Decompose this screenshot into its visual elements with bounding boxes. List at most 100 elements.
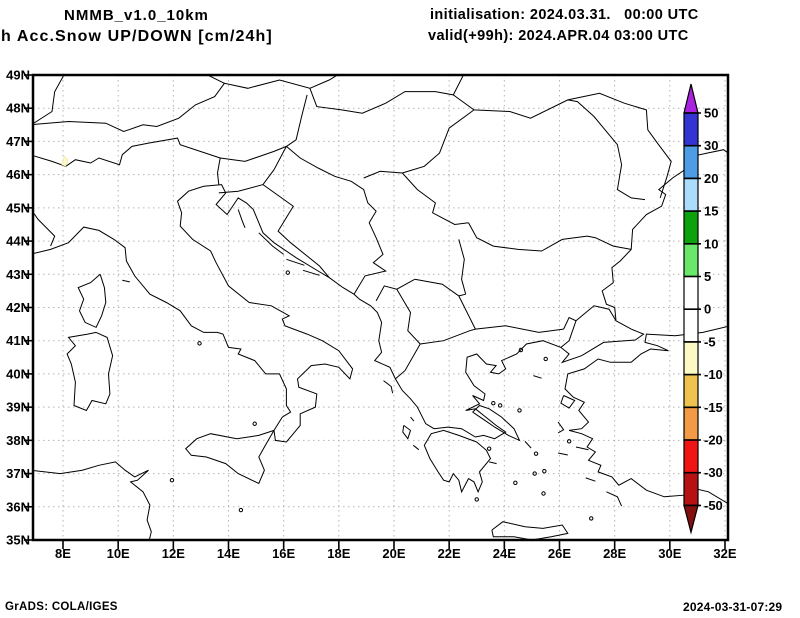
coastline — [576, 447, 589, 450]
island-dot — [543, 470, 546, 473]
colorbar-label: 0 — [704, 302, 711, 317]
island-dot — [286, 271, 289, 274]
island-dot — [590, 517, 593, 520]
lat-label: 42N — [6, 300, 30, 315]
map-plot: 49N48N47N46N45N44N43N42N41N40N39N38N37N3… — [0, 0, 800, 618]
coastline — [413, 445, 419, 449]
lon-label: 16E — [272, 546, 295, 561]
country-border — [402, 173, 468, 225]
colorbar-label: -10 — [704, 367, 723, 382]
lat-label: 46N — [6, 167, 30, 182]
lon-label: 18E — [327, 546, 350, 561]
coastline — [122, 280, 130, 282]
coastline — [424, 430, 490, 491]
lat-label: 43N — [6, 267, 30, 282]
colorbar-label: -20 — [704, 433, 723, 448]
creation-timestamp: 2024-03-31-07:29 — [683, 600, 782, 614]
colorbar-label: -30 — [704, 465, 723, 480]
colorbar-label: -15 — [704, 400, 723, 415]
lon-label: 14E — [217, 546, 240, 561]
coastline — [558, 422, 564, 433]
island-dot — [239, 508, 242, 511]
island-dot — [487, 447, 490, 450]
country-border — [220, 146, 286, 161]
colorbar-label: -50 — [704, 498, 723, 513]
coastline — [561, 396, 575, 409]
island-dot — [253, 422, 256, 425]
colorbar-arrow-bottom — [684, 505, 698, 532]
lon-label: 26E — [548, 546, 571, 561]
lat-label: 49N — [6, 68, 30, 83]
colorbar-segment — [684, 375, 698, 408]
country-border — [576, 306, 616, 321]
coastline — [78, 274, 106, 327]
colorbar-segment — [684, 277, 698, 310]
snow-data-shading — [62, 156, 68, 166]
colorbar-label: 10 — [704, 236, 718, 251]
coastline — [384, 381, 393, 394]
colorbar-label: -5 — [704, 334, 716, 349]
weather-map-page: NMMB_v1.0_10km h Acc.Snow UP/DOWN [cm/24… — [0, 0, 800, 618]
lat-label: 35N — [6, 532, 30, 547]
coastline — [411, 417, 414, 421]
country-border — [453, 93, 671, 198]
lon-label: 10E — [107, 546, 130, 561]
axis-ticks — [24, 75, 725, 549]
colorbar-segment — [684, 211, 698, 244]
country-border — [30, 138, 220, 185]
country-border — [201, 72, 225, 84]
snow-spot — [62, 156, 68, 166]
colorbar-segment — [684, 178, 698, 211]
colorbar: 503020151050-5-10-15-20-30-50 — [684, 84, 723, 532]
lat-label: 36N — [6, 499, 30, 514]
coastline — [606, 492, 621, 506]
coastline — [33, 150, 731, 442]
grads-credit: GrADS: COLA/IGES — [5, 601, 118, 613]
island-dot — [518, 409, 521, 412]
lon-label: 8E — [55, 546, 71, 561]
coastline — [403, 425, 411, 438]
lat-label: 47N — [6, 134, 30, 149]
coastline — [489, 462, 496, 464]
country-border — [469, 223, 632, 251]
lon-label: 24E — [493, 546, 516, 561]
colorbar-label: 30 — [704, 138, 718, 153]
axis-labels: 49N48N47N46N45N44N43N42N41N40N39N38N37N3… — [6, 68, 737, 562]
coastline — [67, 332, 113, 410]
island-dot — [475, 498, 478, 501]
island-dot — [498, 404, 501, 407]
colorbar-segment — [684, 309, 698, 342]
country-border — [30, 73, 464, 131]
lon-label: 28E — [603, 546, 626, 561]
lat-label: 37N — [6, 466, 30, 481]
island-dot — [198, 342, 201, 345]
coastline — [558, 453, 568, 455]
lat-label: 45N — [6, 200, 30, 215]
colorbar-segment — [684, 473, 698, 506]
gridlines — [33, 75, 728, 540]
lat-label: 44N — [6, 234, 30, 249]
colorbar-label: 5 — [704, 269, 711, 284]
colorbar-segment — [684, 146, 698, 179]
country-border — [459, 239, 466, 294]
lon-label: 32E — [713, 546, 736, 561]
colorbar-label: 15 — [704, 204, 718, 219]
colorbar-segment — [684, 113, 698, 146]
country-border — [31, 72, 66, 125]
country-border — [376, 279, 415, 301]
coastline — [492, 522, 568, 540]
coastline — [186, 430, 274, 483]
colorbar-segment — [684, 244, 698, 277]
country-border — [568, 100, 645, 200]
island-dot — [544, 357, 547, 360]
coastline — [259, 233, 284, 255]
lat-label: 48N — [6, 101, 30, 116]
country-border — [263, 185, 329, 278]
colorbar-segment — [684, 342, 698, 375]
coastline — [30, 462, 151, 543]
coastline — [238, 210, 245, 228]
lon-label: 30E — [658, 546, 681, 561]
colorbar-label: 50 — [704, 106, 718, 121]
country-border — [415, 279, 466, 296]
coastline — [473, 406, 520, 441]
